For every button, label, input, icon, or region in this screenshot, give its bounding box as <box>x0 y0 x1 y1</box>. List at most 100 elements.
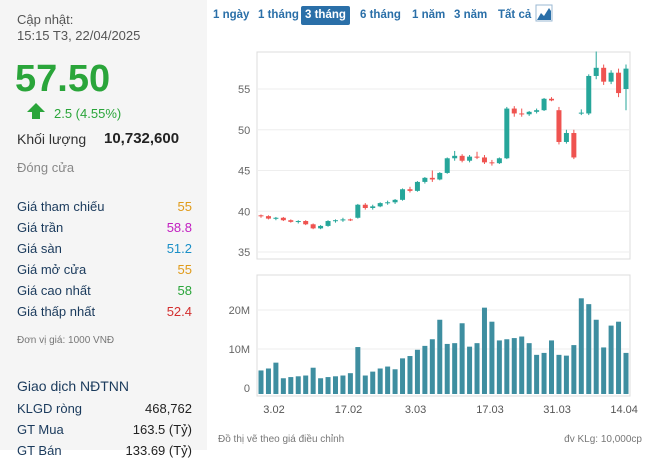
stat-reference: Giá tham chiếu 55 <box>17 199 192 214</box>
stat-high: Giá cao nhất 58 <box>17 283 192 298</box>
candle-body <box>332 220 338 222</box>
update-info: Cập nhật: 15:15 T3, 22/04/2025 <box>17 12 140 44</box>
volume-tick-label: 0 <box>244 383 250 395</box>
candle-body <box>444 158 450 173</box>
tab-1-month[interactable]: 1 tháng <box>258 9 299 21</box>
volume-bar <box>534 354 540 394</box>
volume-unit-note: đv KLg: 10,000cp <box>564 434 642 445</box>
tab-1-day[interactable]: 1 ngày <box>213 9 250 21</box>
last-price: 57.50 <box>15 58 111 100</box>
volume-bar <box>370 371 376 394</box>
quote-panel: Cập nhật: 15:15 T3, 22/04/2025 57.50 2.5… <box>0 0 207 458</box>
volume-bar <box>563 355 569 394</box>
price-tick-label: 50 <box>238 125 250 137</box>
chart-type-icon[interactable] <box>535 4 553 22</box>
session-status: Đóng cửa <box>17 160 75 175</box>
volume-bar <box>578 298 584 394</box>
volume-bar <box>407 356 413 394</box>
volume-bar <box>318 378 324 394</box>
tab-1-year[interactable]: 1 năm <box>412 9 446 21</box>
volume-bar <box>586 304 592 394</box>
candle-body <box>414 181 420 191</box>
volume-bar <box>459 323 465 394</box>
candle-body <box>586 75 592 114</box>
volume-bar <box>504 339 510 394</box>
candle-body <box>452 155 458 159</box>
candle-body <box>563 133 569 142</box>
volume-bar <box>422 345 428 394</box>
volume-bar <box>474 343 480 394</box>
candle-body <box>340 219 346 221</box>
foreign-net: KLGD ròng 468,762 <box>17 401 192 416</box>
update-label: Cập nhật: <box>17 12 74 27</box>
chart-footnote: Đồ thị vẽ theo giá điều chỉnh <box>218 434 345 445</box>
candle-body <box>556 110 562 142</box>
candle-body <box>504 108 510 159</box>
volume-bar <box>452 343 458 394</box>
candle-body <box>616 72 622 94</box>
volume-bar <box>310 367 316 394</box>
unit-note: Đơn vị giá: 1000 VNĐ <box>17 335 115 346</box>
price-change: 2.5 (4.55%) <box>54 106 122 121</box>
volume-bar <box>362 375 368 394</box>
date-tick-label: 3.03 <box>405 404 426 416</box>
arrow-up-icon <box>27 103 45 119</box>
volume-bar <box>444 343 450 394</box>
tab-3-months[interactable]: 3 tháng <box>301 6 350 25</box>
volume-bar <box>571 345 577 394</box>
date-tick-label: 3.02 <box>263 404 284 416</box>
volume-panel <box>256 274 631 397</box>
candle-body <box>355 204 361 218</box>
volume-bar <box>355 347 361 394</box>
candle-body <box>489 162 495 164</box>
volume-bar <box>467 346 473 394</box>
volume-bar <box>616 321 622 394</box>
stat-value: 55 <box>177 262 192 277</box>
tab-6-months[interactable]: 6 tháng <box>360 9 401 21</box>
volume-bar <box>556 354 562 394</box>
price-tick-label: 35 <box>238 247 250 259</box>
tab-all[interactable]: Tất cả <box>498 9 532 21</box>
tab-3-years[interactable]: 3 năm <box>454 9 488 21</box>
candle-body <box>318 225 324 229</box>
volume-bar <box>347 373 353 394</box>
price-tick-label: 45 <box>238 166 250 178</box>
candle-body <box>258 215 264 217</box>
volume-label: Khối lượng <box>17 131 87 147</box>
volume-bar <box>385 366 391 394</box>
volume-bar <box>549 340 555 394</box>
candle-body <box>407 189 413 191</box>
volume-bar <box>489 321 495 394</box>
candle-body <box>549 98 555 101</box>
candle-body <box>623 68 629 89</box>
volume-value: 10,732,600 <box>104 130 180 147</box>
volume-bar <box>288 377 294 394</box>
candle-body <box>362 204 368 208</box>
volume-tick-label: 20M <box>229 305 250 317</box>
volume-bar <box>623 352 629 394</box>
volume-bar <box>280 378 286 394</box>
candle-body <box>347 219 353 221</box>
volume-bar <box>519 336 525 394</box>
candle-body <box>601 67 607 82</box>
foreign-value: 163.5 (Tỷ) <box>132 422 192 437</box>
candle-body <box>385 202 391 204</box>
foreign-buy: GT Mua 163.5 (Tỷ) <box>17 422 192 437</box>
candle-body <box>474 156 480 158</box>
volume-bar <box>496 340 502 394</box>
date-tick-label: 31.03 <box>543 404 571 416</box>
candle-body <box>295 221 301 223</box>
stat-low: Giá thấp nhất 52.4 <box>17 304 192 319</box>
foreign-value: 133.69 (Tỷ) <box>125 443 192 458</box>
foreign-title: Giao dịch NĐTNN <box>17 378 130 394</box>
volume-bar <box>303 375 309 394</box>
stat-value: 51.2 <box>166 241 192 256</box>
date-tick-label: 14.04 <box>610 404 638 416</box>
volume-bar <box>601 347 607 394</box>
update-time: 15:15 T3, 22/04/2025 <box>17 28 141 43</box>
volume-bar <box>258 370 264 394</box>
candle-body <box>608 72 614 82</box>
volume-bar <box>273 362 279 394</box>
candle-body <box>593 67 599 76</box>
volume-bar <box>295 376 301 394</box>
